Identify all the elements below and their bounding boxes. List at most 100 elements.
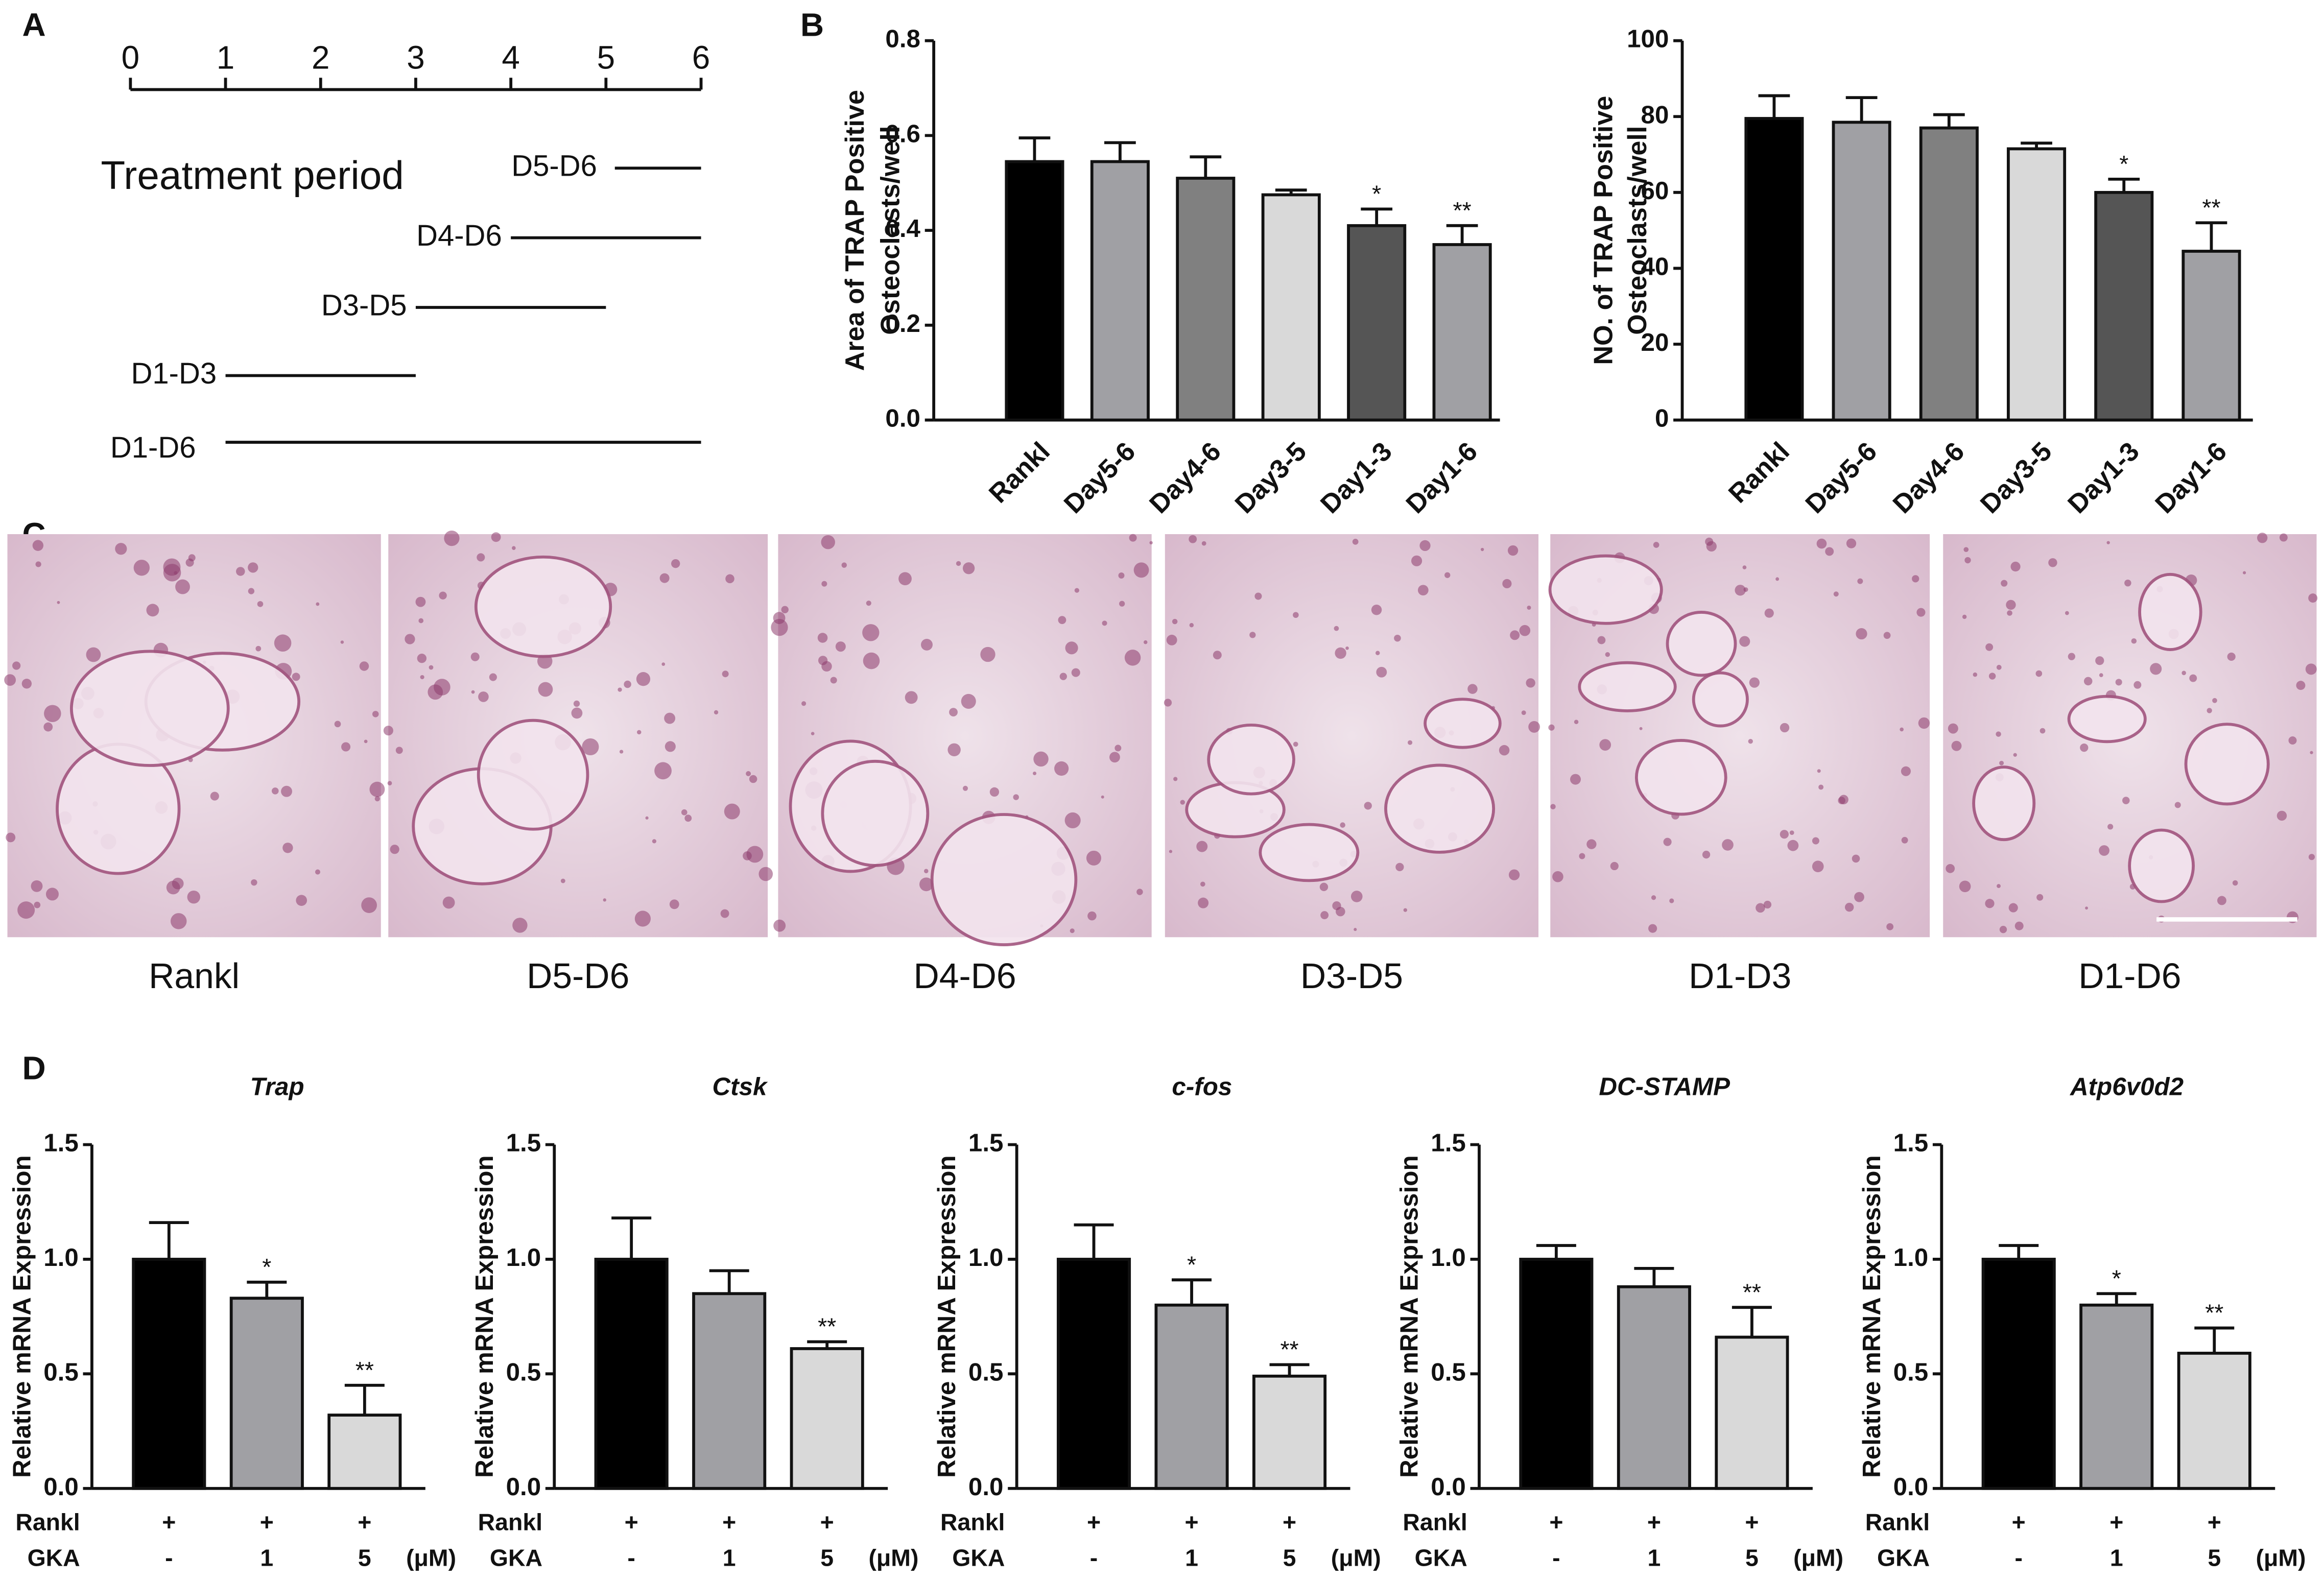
cell <box>1846 538 1857 548</box>
cell <box>684 815 692 822</box>
x-row-label: + <box>1549 1509 1563 1536</box>
x-tick-label: Rankl <box>1723 437 1795 509</box>
cell <box>1946 864 1955 873</box>
bar <box>790 1347 864 1490</box>
cell <box>841 562 847 568</box>
cell <box>2080 744 2089 752</box>
cell <box>645 816 649 820</box>
bar <box>229 1297 304 1490</box>
cell <box>1508 869 1520 880</box>
cell <box>1502 579 1512 589</box>
error-bar <box>1933 113 1965 128</box>
cell <box>2010 561 2021 572</box>
cell <box>1070 928 1075 933</box>
cell <box>1818 784 1824 790</box>
cell <box>1812 860 1824 873</box>
cell <box>1900 727 1904 732</box>
cell <box>1856 628 1867 640</box>
cell <box>1570 774 1581 785</box>
x-row-label: 1 <box>723 1544 736 1571</box>
cell <box>274 634 292 652</box>
x-row-label: 5 <box>2208 1544 2221 1571</box>
bar <box>1347 224 1407 422</box>
bar <box>1715 1335 1789 1490</box>
bar <box>1981 1258 2056 1490</box>
cell <box>1663 837 1672 846</box>
image-label: D5-D6 <box>527 956 629 996</box>
x-row-name: Rankl <box>1403 1509 1467 1536</box>
cell <box>2099 673 2103 678</box>
cell <box>1129 534 1137 542</box>
cell <box>1109 752 1120 763</box>
cell <box>1376 651 1380 656</box>
cell <box>671 559 680 568</box>
cell <box>1172 618 1178 625</box>
cell <box>383 726 393 736</box>
cell <box>489 673 497 681</box>
osteoclast <box>2138 572 2202 651</box>
significance-label: * <box>262 1254 271 1280</box>
cell <box>1403 908 1408 912</box>
cell <box>652 839 657 844</box>
cell <box>1706 541 1717 552</box>
cell <box>1411 555 1422 566</box>
cell <box>2085 906 2088 910</box>
bar <box>2007 147 2067 422</box>
cell <box>1054 761 1069 776</box>
cell <box>722 670 729 678</box>
cell <box>2257 533 2268 543</box>
significance-label: * <box>2112 1265 2121 1291</box>
cell <box>1817 769 1821 773</box>
bar <box>1617 1285 1691 1490</box>
micrograph <box>771 534 1153 946</box>
timeline-tick-label: 3 <box>407 39 425 76</box>
error-bar <box>1172 1278 1212 1305</box>
x-row-label: + <box>722 1509 736 1536</box>
cell <box>2013 753 2017 757</box>
y-axis-label: Relative mRNA Expression <box>470 1155 499 1477</box>
y-tick-label: 0.4 <box>885 214 920 243</box>
panel-label: D <box>22 1049 46 1086</box>
cell <box>2008 903 2018 913</box>
x-unit: (μM) <box>1331 1544 1381 1571</box>
x-unit: (μM) <box>868 1544 918 1571</box>
chart-title: Atp6v0d2 <box>2069 1072 2184 1100</box>
cell <box>115 543 127 555</box>
y-tick-label: 80 <box>1641 101 1669 129</box>
y-tick-label: 1.0 <box>1431 1243 1466 1272</box>
osteoclast <box>930 813 1078 946</box>
cell <box>919 877 933 892</box>
cell <box>133 560 150 576</box>
cell <box>257 601 264 607</box>
error-bar <box>1074 1223 1114 1259</box>
error-bar <box>149 1221 189 1259</box>
cell <box>1213 651 1222 660</box>
cell <box>1997 884 2001 888</box>
y-tick-label: 0.0 <box>1431 1473 1466 1501</box>
cell <box>2040 728 2046 734</box>
x-row-label: - <box>165 1544 173 1571</box>
cell <box>2099 845 2109 856</box>
x-row-label: + <box>162 1509 176 1536</box>
cell <box>1417 585 1429 596</box>
cell <box>2305 663 2317 675</box>
cell <box>582 738 599 756</box>
cell <box>1119 601 1125 607</box>
bar <box>1056 1258 1131 1490</box>
cell <box>781 606 789 614</box>
significance-label: ** <box>2205 1300 2223 1326</box>
cell <box>1964 557 1971 564</box>
y-tick-label: 0.5 <box>1893 1358 1929 1386</box>
cell <box>1254 592 1262 600</box>
cell <box>1071 668 1080 677</box>
cell <box>1200 881 1205 887</box>
cell <box>1610 861 1619 871</box>
cell <box>2308 854 2315 860</box>
cell <box>2310 751 2313 754</box>
cell <box>956 561 961 566</box>
cell <box>1074 588 1080 593</box>
cell <box>166 880 180 895</box>
cell <box>2150 663 2162 675</box>
cell <box>2308 593 2318 603</box>
cell <box>619 750 624 754</box>
